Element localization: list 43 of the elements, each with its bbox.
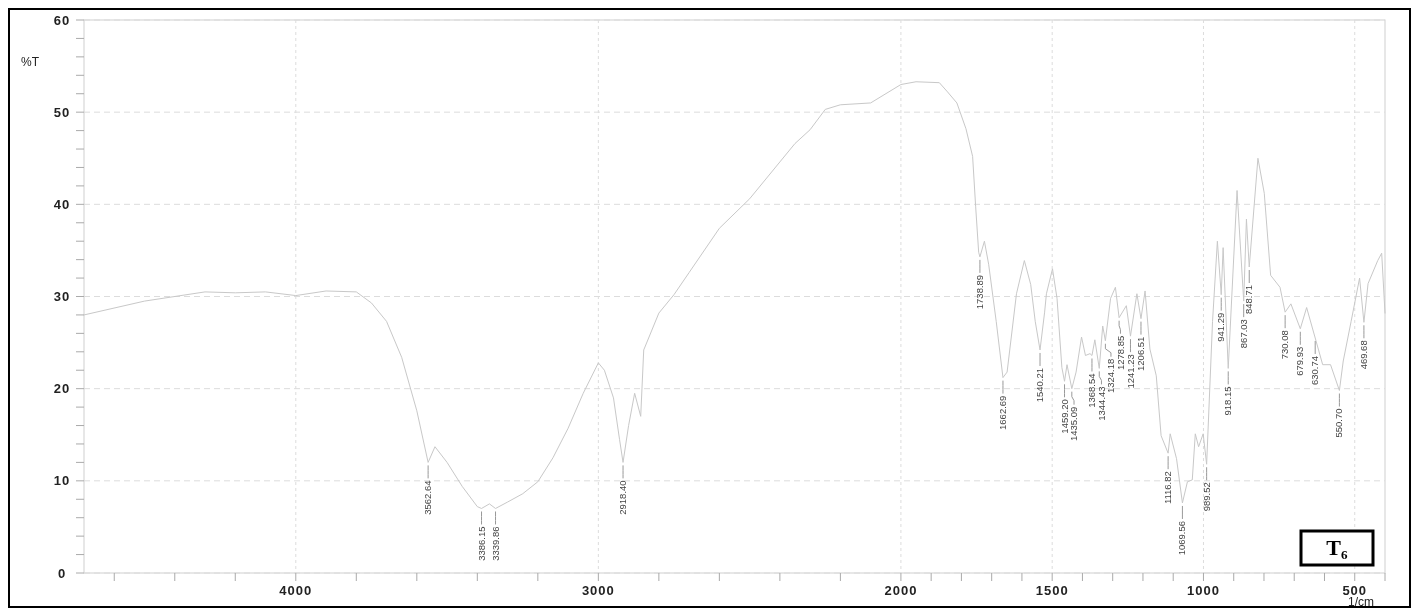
- x-tick-label: 2000: [884, 583, 918, 598]
- y-tick-label: 20: [53, 381, 71, 397]
- y-tick-label: 30: [53, 289, 71, 305]
- annotation: 1368.54: [1086, 373, 1097, 408]
- annotation: 941.29: [1215, 312, 1227, 342]
- annotation: T₆: [1326, 535, 1349, 560]
- y-tick-label: 60: [53, 12, 71, 28]
- x-axis-title: 1/cm: [1347, 595, 1375, 609]
- annotation: 918.15: [1222, 386, 1234, 416]
- annotation: 469.68: [1357, 340, 1369, 370]
- annotation: 3562.64: [422, 480, 434, 515]
- annotation: 1278.85: [1114, 335, 1126, 371]
- x-tick-label: 3000: [581, 583, 615, 598]
- annotation: 1116.82: [1162, 471, 1174, 505]
- y-tick-label: 10: [53, 473, 71, 489]
- annotation: 1662.69: [997, 395, 1008, 430]
- annotation: 1738.89: [973, 274, 985, 310]
- annotation: 3386.15: [475, 526, 487, 561]
- annotation: 867.03: [1237, 319, 1249, 349]
- annotation: 730.08: [1279, 330, 1291, 360]
- annotation: 550.70: [1333, 408, 1345, 438]
- y-axis-title: %T: [21, 55, 40, 70]
- annotation: 679.93: [1294, 346, 1306, 376]
- annotation: 3339.86: [489, 526, 501, 561]
- annotation: 1324.18: [1105, 358, 1116, 394]
- y-tick-label: 50: [53, 104, 71, 120]
- annotation: 2918.40: [617, 480, 629, 515]
- x-tick-label: 500: [1342, 583, 1368, 598]
- annotation: 1069.56: [1176, 520, 1188, 556]
- annotation: 1344.43: [1095, 386, 1107, 421]
- annotation: 989.52: [1200, 482, 1212, 512]
- y-tick-label: 40: [53, 196, 71, 212]
- annotation: 1435.09: [1068, 406, 1080, 442]
- annotation: 1206.51: [1135, 336, 1147, 371]
- annotation: 1540.21: [1034, 367, 1046, 403]
- annotation: 1241.23: [1124, 354, 1136, 389]
- x-tick-label: 1000: [1187, 583, 1220, 598]
- y-tick-label: 0: [57, 565, 67, 581]
- annotation: 630.74: [1309, 355, 1321, 386]
- annotation: 848.71: [1243, 285, 1255, 315]
- annotation: 1459.20: [1058, 399, 1070, 434]
- x-tick-label: 1500: [1035, 583, 1069, 598]
- x-tick-label: 4000: [279, 583, 313, 598]
